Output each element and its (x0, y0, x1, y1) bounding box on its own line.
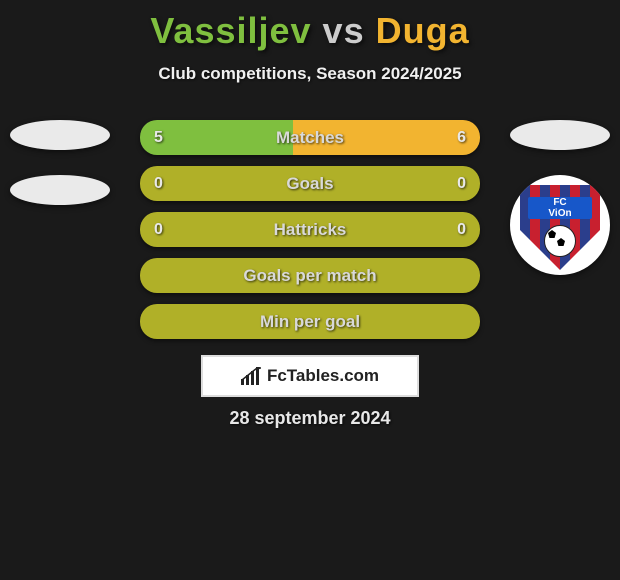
stat-row: Hattricks0 0 (140, 212, 480, 247)
bar-chart-icon (241, 367, 263, 385)
stat-label: Hattricks (140, 220, 480, 240)
left-badge-column (10, 120, 110, 230)
club-logo-banner: FC ViOn (528, 197, 592, 219)
page-title: Vassiljev vs Duga (0, 0, 620, 52)
branding-box: FcTables.com (201, 355, 419, 397)
date-label: 28 september 2024 (0, 408, 620, 429)
stat-rows: Matches56Goals00Hattricks00Goals per mat… (140, 120, 480, 350)
stat-label: Min per goal (140, 312, 480, 332)
stat-label: Goals (140, 174, 480, 194)
club-logo-text-vion: ViOn (548, 208, 571, 219)
right-badge-column: FC ViOn (510, 120, 610, 275)
vs-label: vs (323, 10, 365, 51)
stat-row: Matches56 (140, 120, 480, 155)
soccer-ball-icon (544, 225, 576, 257)
stat-fill-left (140, 120, 293, 155)
left-badge-1 (10, 120, 110, 150)
stat-fill-right (293, 120, 480, 155)
stat-value-right: 0 (457, 221, 466, 239)
stat-row: Min per goal (140, 304, 480, 339)
stat-row: Goals per match (140, 258, 480, 293)
left-badge-2 (10, 175, 110, 205)
stat-row: Goals0 0 (140, 166, 480, 201)
stat-value-left: 0 (154, 221, 163, 239)
right-badge-1 (510, 120, 610, 150)
club-logo-vion: FC ViOn (510, 175, 610, 275)
stat-label: Goals per match (140, 266, 480, 286)
subtitle: Club competitions, Season 2024/2025 (0, 64, 620, 84)
player1-name: Vassiljev (150, 10, 311, 51)
branding-text: FcTables.com (267, 366, 379, 386)
stat-value-right: 0 (457, 175, 466, 193)
club-logo-text-fc: FC (553, 197, 566, 208)
player2-name: Duga (376, 10, 470, 51)
stat-value-left: 0 (154, 175, 163, 193)
